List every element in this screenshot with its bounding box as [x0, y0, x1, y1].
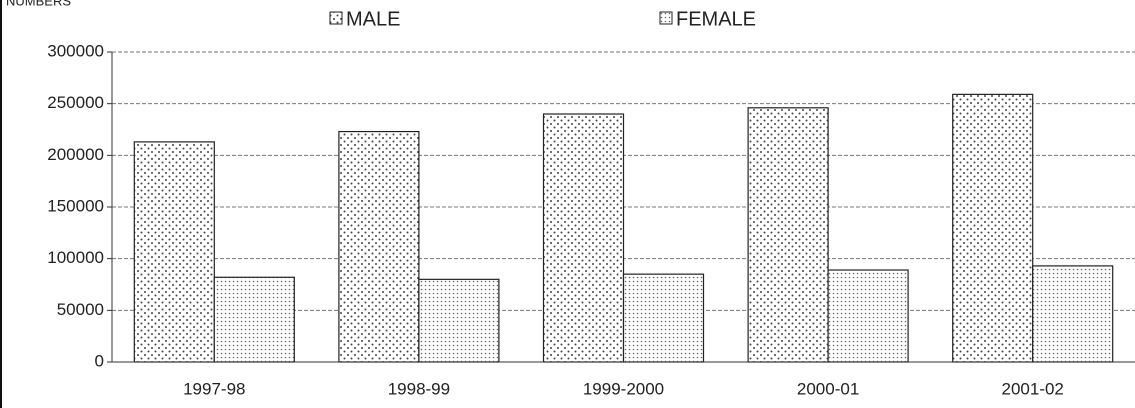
y-tick-label: 300000 — [47, 41, 104, 60]
bar — [418, 278, 500, 363]
y-tick-label: 50000 — [57, 300, 104, 319]
legend-swatch — [329, 11, 343, 25]
x-tick-label: 1998-99 — [388, 379, 450, 398]
x-tick-label: 1997-98 — [183, 379, 245, 398]
bar — [1032, 265, 1114, 363]
bar — [338, 130, 420, 363]
bar — [747, 107, 829, 363]
legend-swatch — [659, 11, 673, 25]
y-tick-label: 200000 — [47, 145, 104, 164]
bar — [133, 141, 215, 363]
y-tick-label: 100000 — [47, 248, 104, 267]
y-axis-label: NUMBERS — [6, 0, 71, 8]
x-tick-label: 2001-02 — [1002, 379, 1064, 398]
bar — [952, 93, 1034, 363]
bar — [827, 269, 909, 363]
bar — [213, 276, 295, 363]
bar — [622, 273, 705, 363]
x-tick-label: 2000-01 — [797, 379, 859, 398]
x-tick-label: 1999-2000 — [583, 379, 664, 398]
legend-label: MALE — [346, 8, 400, 30]
y-tick-label: 0 — [95, 351, 104, 370]
legend-label: FEMALE — [676, 8, 756, 30]
bar — [542, 113, 625, 363]
y-tick-label: 250000 — [47, 93, 104, 112]
y-tick-label: 150000 — [47, 196, 104, 215]
